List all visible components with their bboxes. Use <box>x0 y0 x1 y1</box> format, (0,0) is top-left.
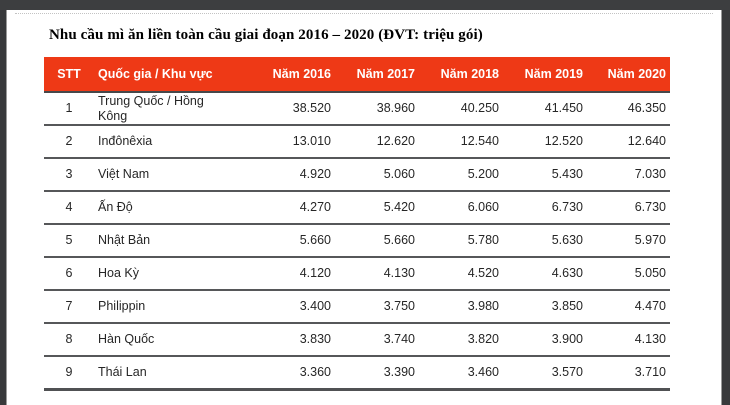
cell-stt: 1 <box>44 92 94 126</box>
cell-value-2020: 46.350 <box>587 92 670 126</box>
cell-value-2018: 3.980 <box>419 290 503 324</box>
cell-value-2016: 13.010 <box>251 125 335 159</box>
country-label: Trung Quốc / Hồng Kông <box>98 93 204 123</box>
table-header-row: STT Quốc gia / Khu vực Năm 2016 Năm 2017… <box>44 57 670 93</box>
cell-value-2020: 3.710 <box>587 356 670 391</box>
cell-value-2016: 5.660 <box>251 224 335 258</box>
cell-stt: 4 <box>44 191 94 225</box>
table-row: 5 Nhật Bản 5.660 5.660 5.780 5.630 5.970 <box>44 224 670 258</box>
cell-value-2018: 6.060 <box>419 191 503 225</box>
cell-value-2016: 4.270 <box>251 191 335 225</box>
cell-country: Trung Quốc / Hồng Kông <box>94 92 251 126</box>
cell-value-2020: 5.970 <box>587 224 670 258</box>
cell-value-2016: 3.360 <box>251 356 335 391</box>
table-row: 4 Ấn Độ 4.270 5.420 6.060 6.730 6.730 <box>44 191 670 225</box>
cell-value-2016: 4.920 <box>251 158 335 192</box>
cell-stt: 2 <box>44 125 94 159</box>
cell-stt: 9 <box>44 356 94 391</box>
country-label: Thái Lan <box>98 364 147 379</box>
cell-value-2019: 5.630 <box>503 224 587 258</box>
cell-value-2020: 4.130 <box>587 323 670 357</box>
cell-value-2017: 5.420 <box>335 191 419 225</box>
cell-value-2018: 40.250 <box>419 92 503 126</box>
cell-value-2019: 4.630 <box>503 257 587 291</box>
header-country: Quốc gia / Khu vực <box>94 57 251 93</box>
cell-value-2018: 3.820 <box>419 323 503 357</box>
cell-value-2020: 6.730 <box>587 191 670 225</box>
table-row: 8 Hàn Quốc 3.830 3.740 3.820 3.900 4.130 <box>44 323 670 357</box>
cell-country: Hàn Quốc <box>94 323 251 357</box>
table-row: 3 Việt Nam 4.920 5.060 5.200 5.430 7.030 <box>44 158 670 192</box>
cell-value-2016: 4.120 <box>251 257 335 291</box>
cell-value-2016: 38.520 <box>251 92 335 126</box>
header-year-2018: Năm 2018 <box>419 57 503 93</box>
table-row: 6 Hoa Kỳ 4.120 4.130 4.520 4.630 5.050 <box>44 257 670 291</box>
cell-country: Ấn Độ <box>94 191 251 225</box>
cell-country: Việt Nam <box>94 158 251 192</box>
cell-value-2019: 5.430 <box>503 158 587 192</box>
country-label: Việt Nam <box>98 167 150 181</box>
table-row: 1 Trung Quốc / Hồng Kông 38.520 38.960 4… <box>44 92 670 126</box>
cell-value-2016: 3.830 <box>251 323 335 357</box>
page-boundary-dotted-line <box>15 13 713 14</box>
cell-country: Nhật Bản <box>94 224 251 258</box>
header-stt: STT <box>44 57 94 93</box>
cell-value-2016: 3.400 <box>251 290 335 324</box>
cell-country: Inđônêxia <box>94 125 251 159</box>
cell-value-2018: 4.520 <box>419 257 503 291</box>
cell-value-2019: 6.730 <box>503 191 587 225</box>
document-title: Nhu cầu mì ăn liền toàn cầu giai đoạn 20… <box>49 27 483 43</box>
cell-value-2020: 7.030 <box>587 158 670 192</box>
header-year-2016: Năm 2016 <box>251 57 335 93</box>
cell-value-2019: 12.520 <box>503 125 587 159</box>
cell-value-2020: 12.640 <box>587 125 670 159</box>
cell-value-2017: 3.750 <box>335 290 419 324</box>
cell-stt: 3 <box>44 158 94 192</box>
country-label: Philippin <box>98 299 146 313</box>
header-year-2019: Năm 2019 <box>503 57 587 93</box>
table-row: 9 Thái Lan 3.360 3.390 3.460 3.570 3.710 <box>44 356 670 391</box>
document-page: Nhu cầu mì ăn liền toàn cầu giai đoạn 20… <box>6 10 722 405</box>
table-row: 2 Inđônêxia 13.010 12.620 12.540 12.520 … <box>44 125 670 159</box>
country-label: Hoa Kỳ <box>98 266 139 280</box>
cell-value-2018: 12.540 <box>419 125 503 159</box>
header-year-2020: Năm 2020 <box>587 57 670 93</box>
cell-stt: 7 <box>44 290 94 324</box>
app-chrome-top-bar <box>0 0 730 10</box>
cell-value-2019: 41.450 <box>503 92 587 126</box>
cell-value-2018: 3.460 <box>419 356 503 391</box>
country-label: Ấn Độ <box>98 200 133 214</box>
noodle-demand-table: STT Quốc gia / Khu vực Năm 2016 Năm 2017… <box>44 57 670 391</box>
cell-value-2019: 3.900 <box>503 323 587 357</box>
cell-value-2019: 3.570 <box>503 356 587 391</box>
cell-value-2020: 4.470 <box>587 290 670 324</box>
cell-value-2017: 38.960 <box>335 92 419 126</box>
cell-value-2019: 3.850 <box>503 290 587 324</box>
cell-value-2017: 3.740 <box>335 323 419 357</box>
cell-value-2018: 5.780 <box>419 224 503 258</box>
cell-stt: 8 <box>44 323 94 357</box>
cell-country: Thái Lan <box>94 356 251 391</box>
cell-value-2017: 5.060 <box>335 158 419 192</box>
country-label: Nhật Bản <box>98 233 151 247</box>
cell-country: Hoa Kỳ <box>94 257 251 291</box>
cell-value-2017: 5.660 <box>335 224 419 258</box>
cell-country: Philippin <box>94 290 251 324</box>
country-label: Inđônêxia <box>98 134 153 148</box>
cell-stt: 6 <box>44 257 94 291</box>
table-row: 7 Philippin 3.400 3.750 3.980 3.850 4.47… <box>44 290 670 324</box>
header-year-2017: Năm 2017 <box>335 57 419 93</box>
cell-value-2017: 3.390 <box>335 356 419 391</box>
cell-value-2017: 12.620 <box>335 125 419 159</box>
cell-stt: 5 <box>44 224 94 258</box>
cell-value-2020: 5.050 <box>587 257 670 291</box>
country-label: Hàn Quốc <box>98 332 155 346</box>
cell-value-2017: 4.130 <box>335 257 419 291</box>
cell-value-2018: 5.200 <box>419 158 503 192</box>
